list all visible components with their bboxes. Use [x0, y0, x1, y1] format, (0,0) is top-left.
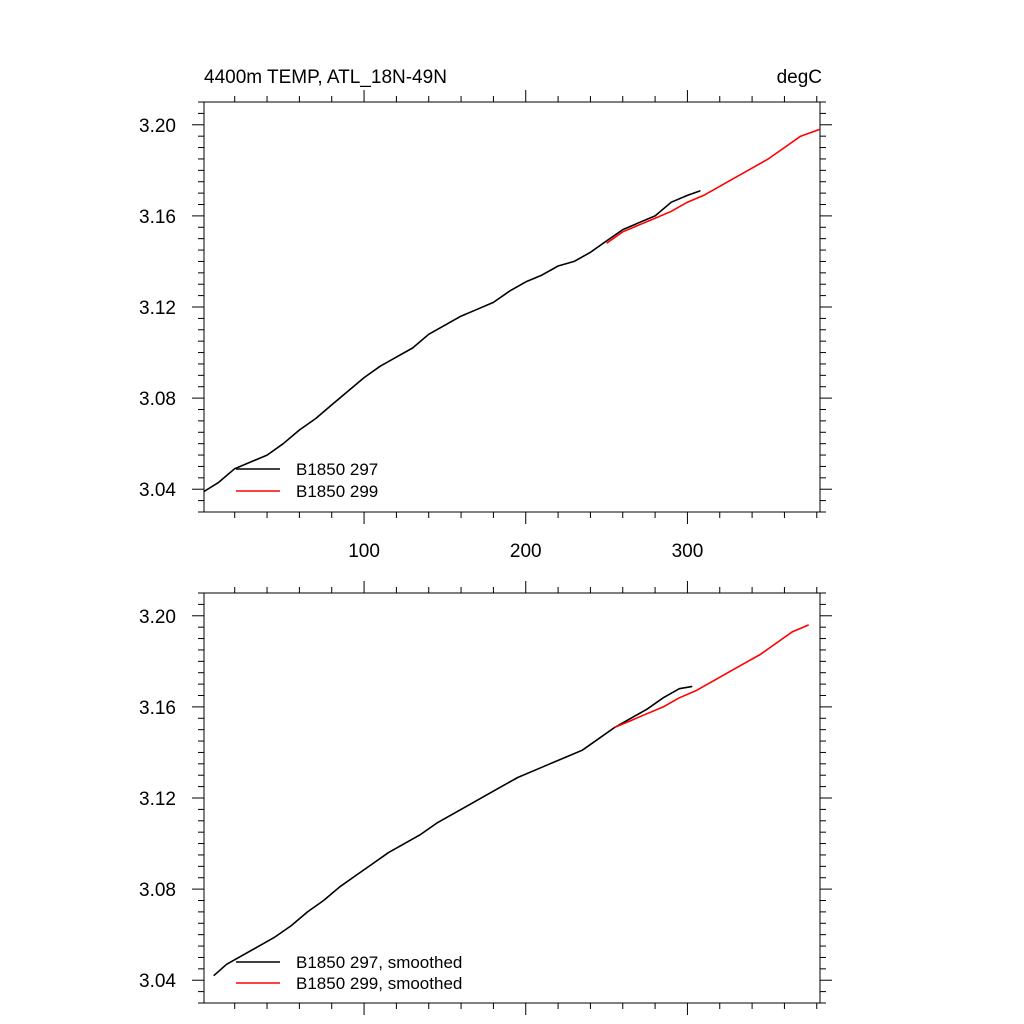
y-tick-label: 3.16	[139, 207, 176, 228]
top-plot-frame	[203, 101, 821, 513]
legend-label-b1850-299: B1850 299	[296, 482, 378, 501]
top-panel: 3.04 3.08 3.12 3.16 3.20 100 200 300 B1850 297…	[139, 90, 832, 562]
y-tick-label: 3.20	[139, 116, 176, 137]
legend-label-b1850-297: B1850 297	[296, 460, 378, 479]
series-line-1	[614, 624, 810, 729]
bottom-panel: 3.04 3.08 3.12 3.16 3.20 B1850 297, smoothed…	[139, 581, 832, 1015]
legend-label-b1850-297-smoothed: B1850 297, smoothed	[296, 953, 462, 972]
top-legend: B1850 297 B1850 299	[236, 460, 378, 501]
x-tick-label: 200	[510, 541, 542, 562]
series-line-0	[213, 685, 693, 977]
top-y-axis: 3.04 3.08 3.12 3.16 3.20	[139, 101, 832, 513]
legend-label-b1850-299-smoothed: B1850 299, smoothed	[296, 974, 462, 993]
y-tick-label: 3.08	[139, 389, 176, 410]
y-tick-label: 3.12	[139, 298, 176, 319]
y-tick-label: 3.20	[139, 607, 176, 628]
bottom-x-axis	[234, 581, 818, 1015]
y-tick-label: 3.16	[139, 698, 176, 719]
x-tick-label: 100	[348, 541, 380, 562]
bottom-legend: B1850 297, smoothed B1850 299, smoothed	[236, 953, 462, 993]
x-tick-label: 300	[672, 541, 704, 562]
y-tick-label: 3.04	[139, 480, 176, 501]
chart-title: 4400m TEMP, ATL_18N-49N	[204, 67, 447, 88]
top-x-axis: 100 200 300	[234, 90, 818, 562]
bottom-plot-frame	[203, 592, 821, 1004]
series-line-0	[203, 190, 701, 493]
top-series	[203, 128, 821, 493]
series-line-1	[606, 128, 821, 244]
y-tick-label: 3.08	[139, 880, 176, 901]
chart-units: degC	[777, 67, 822, 88]
y-tick-label: 3.12	[139, 789, 176, 810]
bottom-series	[213, 624, 810, 977]
y-tick-label: 3.04	[139, 971, 176, 992]
bottom-y-axis: 3.04 3.08 3.12 3.16 3.20	[139, 592, 832, 1004]
